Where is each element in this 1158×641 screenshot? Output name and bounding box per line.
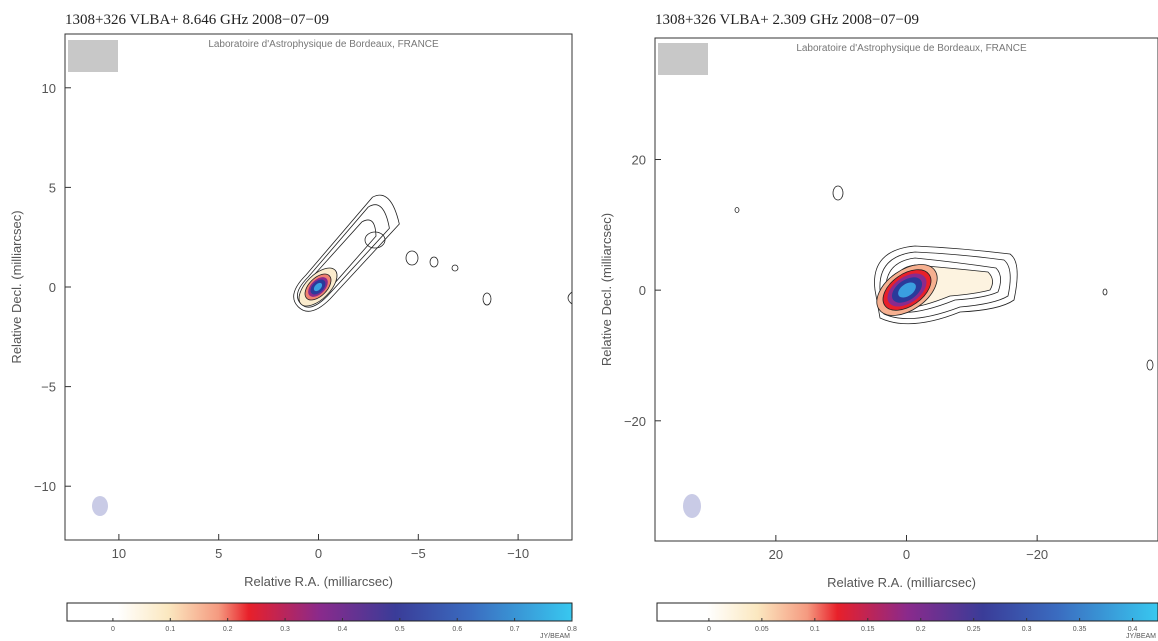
x-axis-label: Relative R.A. (milliarcsec) xyxy=(244,574,393,589)
colorbar-tick-label: 0.3 xyxy=(280,626,290,633)
colorbar-tick-label: 0.1 xyxy=(165,626,175,633)
colorbar-tick-label: 0.5 xyxy=(395,626,405,633)
y-axis-label: Relative Decl. (milliarcsec) xyxy=(599,213,614,366)
x-tick-label: −5 xyxy=(411,546,426,561)
credit: Laboratoire d'Astrophysique de Bordeaux,… xyxy=(208,39,439,50)
beam xyxy=(683,494,701,518)
y-tick-label: 0 xyxy=(639,283,646,298)
x-tick-label: −20 xyxy=(1026,547,1048,562)
colorbar-tick-label: 0.3 xyxy=(1022,626,1032,633)
colorbar-tick-label: 0.2 xyxy=(916,626,926,633)
colorbar-tick-label: 0.35 xyxy=(1073,626,1087,633)
colorbar-tick-label: 0.05 xyxy=(755,626,769,633)
panel-title: 1308+326 VLBA+ 8.646 GHz 2008−07−09 xyxy=(65,12,329,28)
colorbar xyxy=(656,602,1158,622)
x-tick-label: 5 xyxy=(215,546,222,561)
x-tick-label: 20 xyxy=(769,547,783,562)
x-tick-label: 10 xyxy=(112,546,126,561)
contours xyxy=(68,40,573,516)
colorbar-tick-label: 0.4 xyxy=(1128,626,1138,633)
logo xyxy=(68,40,118,72)
logo xyxy=(658,43,708,75)
panel-title: 1308+326 VLBA+ 2.309 GHz 2008−07−09 xyxy=(655,12,919,28)
contours xyxy=(658,43,1154,518)
y-tick-label: −5 xyxy=(41,380,56,395)
colorbar xyxy=(66,602,573,622)
colorbar-tick-label: 0.1 xyxy=(810,626,820,633)
y-axis-label: Relative Decl. (milliarcsec) xyxy=(9,210,24,363)
colorbar-tick-label: 0.6 xyxy=(452,626,462,633)
colorbar-label: JY/BEAM xyxy=(540,633,570,640)
beam xyxy=(92,496,108,516)
y-tick-label: −10 xyxy=(34,479,56,494)
x-tick-label: 0 xyxy=(903,547,910,562)
credit: Laboratoire d'Astrophysique de Bordeaux,… xyxy=(796,43,1027,54)
y-tick-label: 10 xyxy=(42,81,56,96)
colorbar-tick-label: 0.8 xyxy=(567,626,577,633)
colorbar-tick-label: 0.4 xyxy=(338,626,348,633)
y-tick-label: 0 xyxy=(49,280,56,295)
colorbar-tick-label: 0.7 xyxy=(510,626,520,633)
x-tick-label: −10 xyxy=(507,546,529,561)
colorbar-tick-label: 0.2 xyxy=(223,626,233,633)
y-tick-label: 20 xyxy=(632,153,646,168)
colorbar-tick-label: 0 xyxy=(111,626,115,633)
colorbar-tick-label: 0.25 xyxy=(967,626,981,633)
y-tick-label: −20 xyxy=(624,414,646,429)
colorbar-tick-label: 0.15 xyxy=(861,626,875,633)
colorbar-label: JY/BEAM xyxy=(1126,633,1156,640)
x-tick-label: 0 xyxy=(315,546,322,561)
x-axis-label: Relative R.A. (milliarcsec) xyxy=(827,575,976,590)
y-tick-label: 5 xyxy=(49,180,56,195)
colorbar-tick-label: 0 xyxy=(707,626,711,633)
